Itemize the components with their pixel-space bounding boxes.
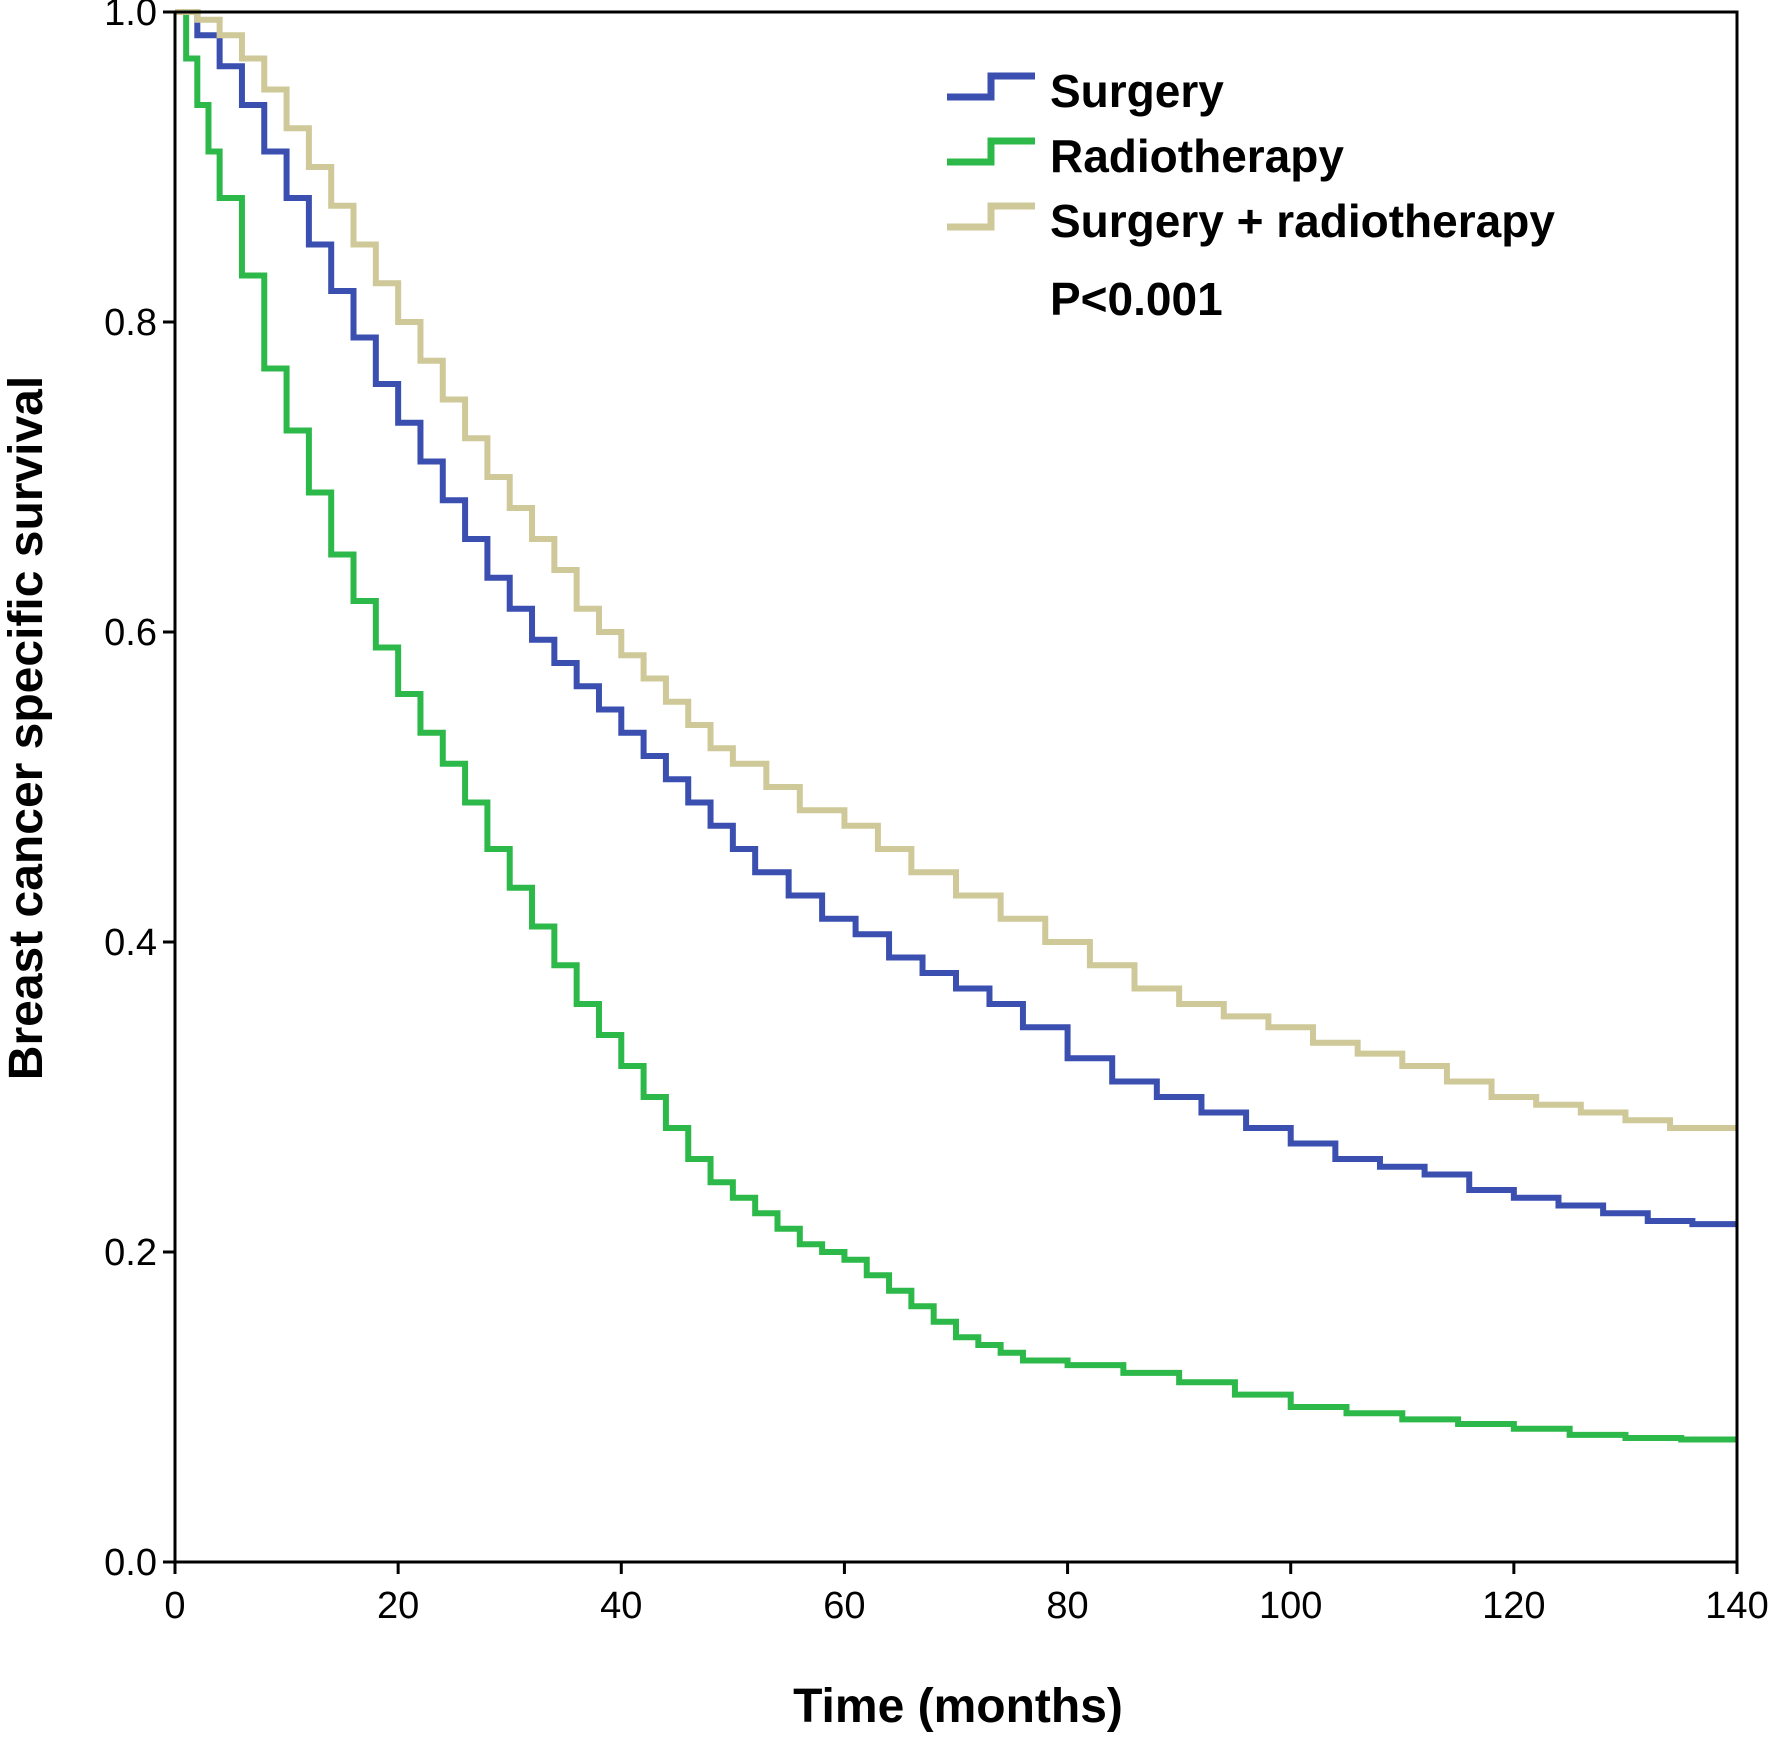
x-tick-label: 20 (377, 1585, 419, 1627)
x-axis-title: Time (months) (793, 1680, 1123, 1733)
x-tick-label: 120 (1482, 1585, 1545, 1627)
legend: Surgery Radiotherapy Surgery + radiotherap… (947, 65, 1555, 247)
legend-label-1: Surgery (1050, 65, 1224, 117)
x-tick-label: 0 (164, 1585, 185, 1627)
y-tick-label: 0.4 (104, 922, 157, 964)
x-tick-label: 60 (823, 1585, 865, 1627)
y-tick-label: 0.2 (104, 1232, 157, 1274)
y-tick-label: 1.0 (104, 0, 157, 34)
y-tick-label: 0.8 (104, 302, 157, 344)
p-value-annotation: P<0.001 (1050, 273, 1223, 325)
y-tick-label: 0.0 (104, 1542, 157, 1584)
survival-curves (175, 9, 1737, 1443)
y-tick-label: 0.6 (104, 612, 157, 654)
axis-ticks (163, 10, 1739, 1574)
series-line-1 (175, 9, 1737, 1228)
legend-swatch-1 (947, 72, 1035, 101)
x-tick-label: 80 (1046, 1585, 1088, 1627)
legend-label-3: Surgery + radiotherapy (1050, 195, 1555, 247)
axis-tick-labels: 0 20 40 60 80 100 120 140 0.0 0.2 0.4 0.6 0.8 1.0 (104, 0, 1769, 1627)
series-line-3 (175, 9, 1737, 1131)
legend-swatch-2 (947, 137, 1035, 166)
y-axis-title: Breast cancer specific survival (0, 376, 53, 1080)
x-tick-label: 100 (1259, 1585, 1322, 1627)
series-line-2 (175, 9, 1737, 1443)
x-tick-label: 40 (600, 1585, 642, 1627)
legend-label-2: Radiotherapy (1050, 130, 1344, 182)
x-tick-label: 140 (1705, 1585, 1768, 1627)
legend-swatch-3 (947, 202, 1035, 231)
plot-frame (173, 10, 1739, 1564)
